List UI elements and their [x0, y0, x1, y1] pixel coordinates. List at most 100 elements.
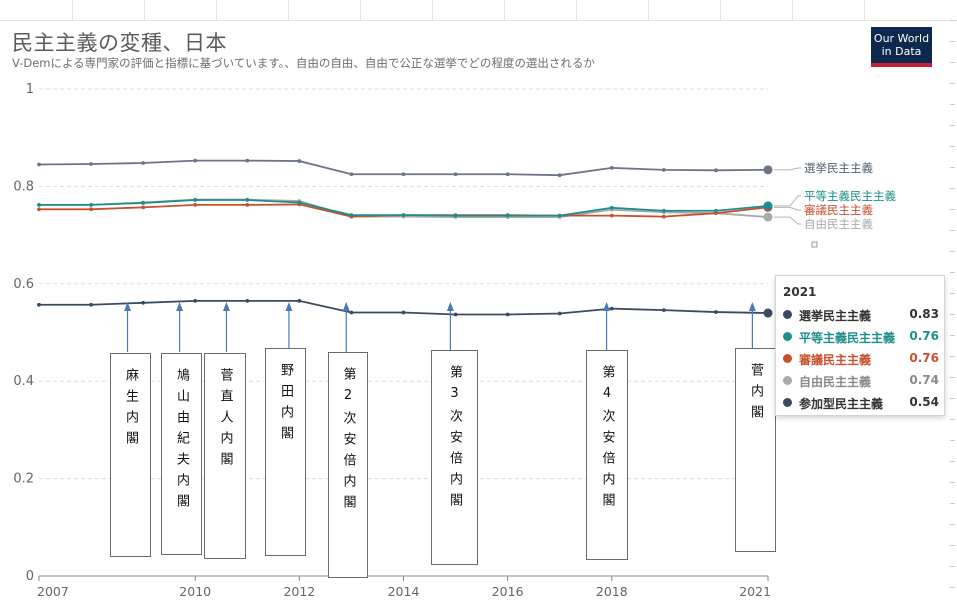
sheet-row-ticks [950, 20, 957, 607]
sheet-row-tick [950, 230, 955, 231]
sheet-column-line [288, 0, 289, 20]
data-point [245, 298, 250, 303]
tooltip-series-value: 0.74 [909, 373, 939, 387]
x-tick-label: 2018 [596, 584, 628, 599]
logo-line-1: Our World [873, 32, 930, 45]
data-point [505, 312, 510, 317]
data-point [89, 207, 93, 212]
data-point [245, 158, 250, 163]
data-point [609, 205, 614, 210]
end-label-leader [774, 195, 801, 207]
data-point [609, 213, 614, 218]
sheet-row-tick [950, 335, 955, 336]
sheet-column-line [792, 0, 793, 20]
y-tick-label: 0 [26, 569, 34, 584]
data-point [661, 308, 666, 312]
cabinet-label-box: 第4次安倍内閣 [586, 350, 628, 560]
data-point [193, 198, 198, 202]
data-point [557, 213, 562, 218]
sheet-row-tick [950, 503, 955, 504]
sheet-column-line [720, 0, 721, 20]
cabinet-label-text: 第3次安倍内閣 [447, 365, 462, 514]
data-point [89, 203, 93, 207]
cabinet-label-box: 第3次安倍内閣 [431, 350, 478, 565]
tooltip-series-value: 0.76 [909, 351, 939, 365]
x-tick-label: 2021 [739, 584, 771, 599]
y-tick-label: 0.8 [13, 179, 34, 194]
cabinet-label-text: 菅直人内閣 [217, 368, 233, 473]
sheet-row-tick [950, 167, 955, 168]
cabinet-label-box: 菅直人内閣 [204, 353, 246, 559]
data-point [557, 311, 562, 316]
cabinet-label-box: 菅内閣 [735, 348, 776, 552]
tooltip-series-dot [783, 310, 792, 319]
sheet-row-tick [950, 20, 955, 21]
annotation-arrow-head [446, 302, 454, 311]
data-point [453, 172, 458, 177]
sheet-row-tick [950, 524, 955, 525]
tooltip-series-name: 審議民主主義 [799, 353, 872, 367]
data-point [193, 298, 198, 303]
sheet-row-tick [950, 272, 955, 273]
sheet-row-tick [950, 398, 955, 399]
data-point [89, 302, 93, 307]
sheet-row-tick [950, 440, 955, 441]
data-point [141, 300, 146, 305]
data-point [661, 214, 666, 219]
sheet-row-tick [950, 41, 955, 42]
data-point [714, 208, 718, 213]
sheet-row-tick [950, 188, 955, 189]
end-label-leader [774, 167, 801, 171]
tooltip-row: 参加型民主主義 0.54 [783, 395, 939, 411]
end-label: 選挙民主主義 [804, 161, 873, 175]
data-point [141, 161, 146, 165]
cabinet-label-text: 麻生内閣 [123, 368, 138, 452]
tooltip-series-value: 0.76 [909, 329, 939, 343]
data-point [763, 201, 773, 211]
data-point [453, 213, 458, 218]
annotation-arrow-head [176, 302, 184, 311]
cabinet-label-text: 第2次安倍内閣 [340, 367, 356, 516]
sheet-row-tick [950, 566, 955, 567]
x-tick-label: 2010 [179, 584, 211, 599]
sheet-column-strip [0, 0, 957, 21]
sheet-row-tick [950, 125, 955, 126]
tooltip-row: 選挙民主主義 0.83 [783, 307, 939, 323]
data-point [297, 200, 302, 205]
data-point [297, 298, 302, 303]
data-point [401, 310, 406, 315]
tooltip-series-dot [783, 332, 792, 341]
data-point [505, 172, 510, 177]
small-marker [811, 241, 818, 248]
sheet-row-tick [950, 62, 955, 63]
sheet-row-tick [950, 251, 955, 252]
data-point [37, 162, 41, 167]
sheet-row-tick [950, 293, 955, 294]
sheet-row-tick [950, 356, 955, 357]
y-tick-label: 0.6 [13, 277, 34, 292]
sheet-row-tick [950, 83, 955, 84]
owid-logo[interactable]: Our World in Data [871, 27, 932, 67]
end-label: 審議民主主義 [804, 203, 873, 217]
annotation-arrow-head [285, 302, 293, 311]
sheet-column-line [144, 0, 145, 20]
y-tick-label: 1 [26, 82, 34, 97]
data-point [661, 208, 666, 213]
data-point [37, 302, 41, 307]
chart-title: 民主主義の変種、日本 [12, 31, 227, 55]
sheet-column-line [504, 0, 505, 20]
tooltip-series-dot [783, 376, 792, 385]
y-tick-label: 0.2 [13, 472, 34, 487]
x-tick-label: 2012 [283, 584, 315, 599]
data-point [349, 213, 354, 218]
tooltip-series-dot [783, 398, 792, 407]
data-point [714, 310, 718, 314]
tooltip-2021: 2021 選挙民主主義 0.83 平等主義民主主義 0.76 審議民主主義 0.76 自由民… [775, 275, 945, 416]
data-point [401, 213, 406, 218]
tooltip-series-name: 自由民主主義 [799, 375, 872, 389]
data-point [609, 306, 614, 311]
data-point [141, 205, 146, 210]
data-point [297, 159, 302, 163]
data-point [37, 203, 41, 207]
